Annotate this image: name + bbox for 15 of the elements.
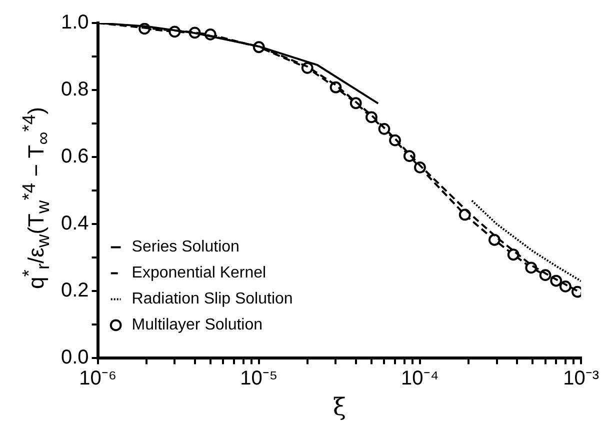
x-axis-title: ξ [332, 392, 346, 421]
legend-label: Multilayer Solution [132, 316, 263, 334]
y-tick-label: 0.8 [60, 78, 89, 101]
x-tick-label: 10⁻⁵ [240, 368, 278, 390]
y-tick-label: 0.2 [60, 280, 89, 302]
legend-label: Exponential Kernel [132, 264, 266, 282]
x-tick-label: 10⁻³ [563, 368, 600, 390]
legend-label: Radiation Slip Solution [132, 290, 293, 308]
y-tick-label: 0.6 [60, 146, 89, 168]
legend-label: Series Solution [132, 238, 240, 256]
y-tick-label: 1.0 [60, 12, 89, 34]
y-tick-label: 0.4 [60, 212, 89, 235]
y-tick-label: 0.0 [60, 346, 89, 369]
x-tick-label: 10⁻⁴ [401, 368, 439, 390]
x-tick-label: 10⁻⁶ [79, 368, 117, 390]
